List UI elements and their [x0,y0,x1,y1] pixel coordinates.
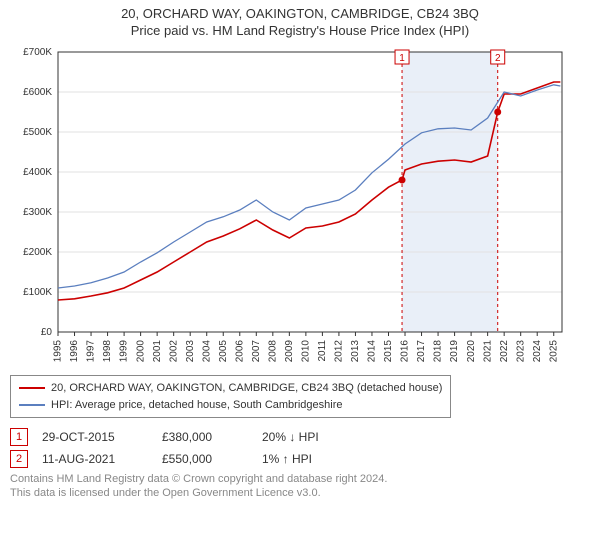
svg-text:2010: 2010 [301,340,312,363]
svg-text:2018: 2018 [433,340,444,363]
sale-delta: 20% ↓ HPI [262,430,362,444]
footnote: Contains HM Land Registry data © Crown c… [10,472,590,501]
svg-text:2001: 2001 [152,340,163,363]
svg-text:1997: 1997 [86,340,97,363]
footnote-line: Contains HM Land Registry data © Crown c… [10,472,590,486]
legend-swatch [19,387,45,389]
svg-text:2009: 2009 [284,340,295,363]
sale-delta: 1% ↑ HPI [262,452,362,466]
svg-text:1995: 1995 [53,340,64,363]
svg-text:1999: 1999 [119,340,130,363]
sale-price: £550,000 [162,452,262,466]
sale-badge: 2 [10,450,28,468]
svg-text:2000: 2000 [135,340,146,363]
svg-text:£0: £0 [41,327,53,338]
svg-text:£400K: £400K [23,167,52,178]
svg-text:2007: 2007 [251,340,262,363]
svg-text:£300K: £300K [23,207,52,218]
footnote-line: This data is licensed under the Open Gov… [10,486,590,500]
svg-text:1998: 1998 [102,340,113,363]
svg-text:£500K: £500K [23,127,52,138]
svg-text:2008: 2008 [267,340,278,363]
page-title-address: 20, ORCHARD WAY, OAKINGTON, CAMBRIDGE, C… [10,6,590,21]
svg-text:£200K: £200K [23,247,52,258]
svg-text:2022: 2022 [499,340,510,363]
svg-text:£100K: £100K [23,287,52,298]
sale-badge: 1 [10,428,28,446]
svg-text:2023: 2023 [515,340,526,363]
sale-date: 11-AUG-2021 [42,452,162,466]
svg-text:£700K: £700K [23,47,52,58]
svg-text:2019: 2019 [449,340,460,363]
svg-text:2020: 2020 [466,340,477,363]
svg-text:2003: 2003 [185,340,196,363]
chart-svg: £0 £100K £200K £300K £400K £500K £600K £700K 199… [10,44,570,364]
sale-row: 1 29-OCT-2015 £380,000 20% ↓ HPI [10,428,590,446]
legend-item: 20, ORCHARD WAY, OAKINGTON, CAMBRIDGE, C… [19,380,442,397]
svg-text:2012: 2012 [334,340,345,363]
sale-price: £380,000 [162,430,262,444]
svg-text:2016: 2016 [400,340,411,363]
legend-swatch [19,404,45,406]
sale-date: 29-OCT-2015 [42,430,162,444]
svg-text:£600K: £600K [23,87,52,98]
legend-item: HPI: Average price, detached house, Sout… [19,397,442,414]
svg-text:2025: 2025 [548,340,559,363]
legend: 20, ORCHARD WAY, OAKINGTON, CAMBRIDGE, C… [10,375,451,418]
page-subtitle: Price paid vs. HM Land Registry's House … [10,23,590,38]
svg-text:2024: 2024 [532,340,543,363]
sale-row: 2 11-AUG-2021 £550,000 1% ↑ HPI [10,450,590,468]
legend-label: HPI: Average price, detached house, Sout… [51,397,342,414]
svg-text:2011: 2011 [317,340,328,362]
svg-text:2014: 2014 [367,340,378,363]
svg-text:2015: 2015 [383,340,394,363]
svg-text:2017: 2017 [416,340,427,363]
svg-text:1996: 1996 [69,340,80,363]
svg-text:2005: 2005 [218,340,229,363]
legend-label: 20, ORCHARD WAY, OAKINGTON, CAMBRIDGE, C… [51,380,442,397]
svg-text:2006: 2006 [234,340,245,363]
svg-text:2002: 2002 [168,340,179,363]
svg-text:2021: 2021 [482,340,493,363]
svg-text:2013: 2013 [350,340,361,363]
svg-text:2: 2 [495,53,501,64]
svg-text:1: 1 [399,53,405,64]
svg-text:2004: 2004 [201,340,212,363]
price-chart: £0 £100K £200K £300K £400K £500K £600K £700K 199… [10,44,590,367]
